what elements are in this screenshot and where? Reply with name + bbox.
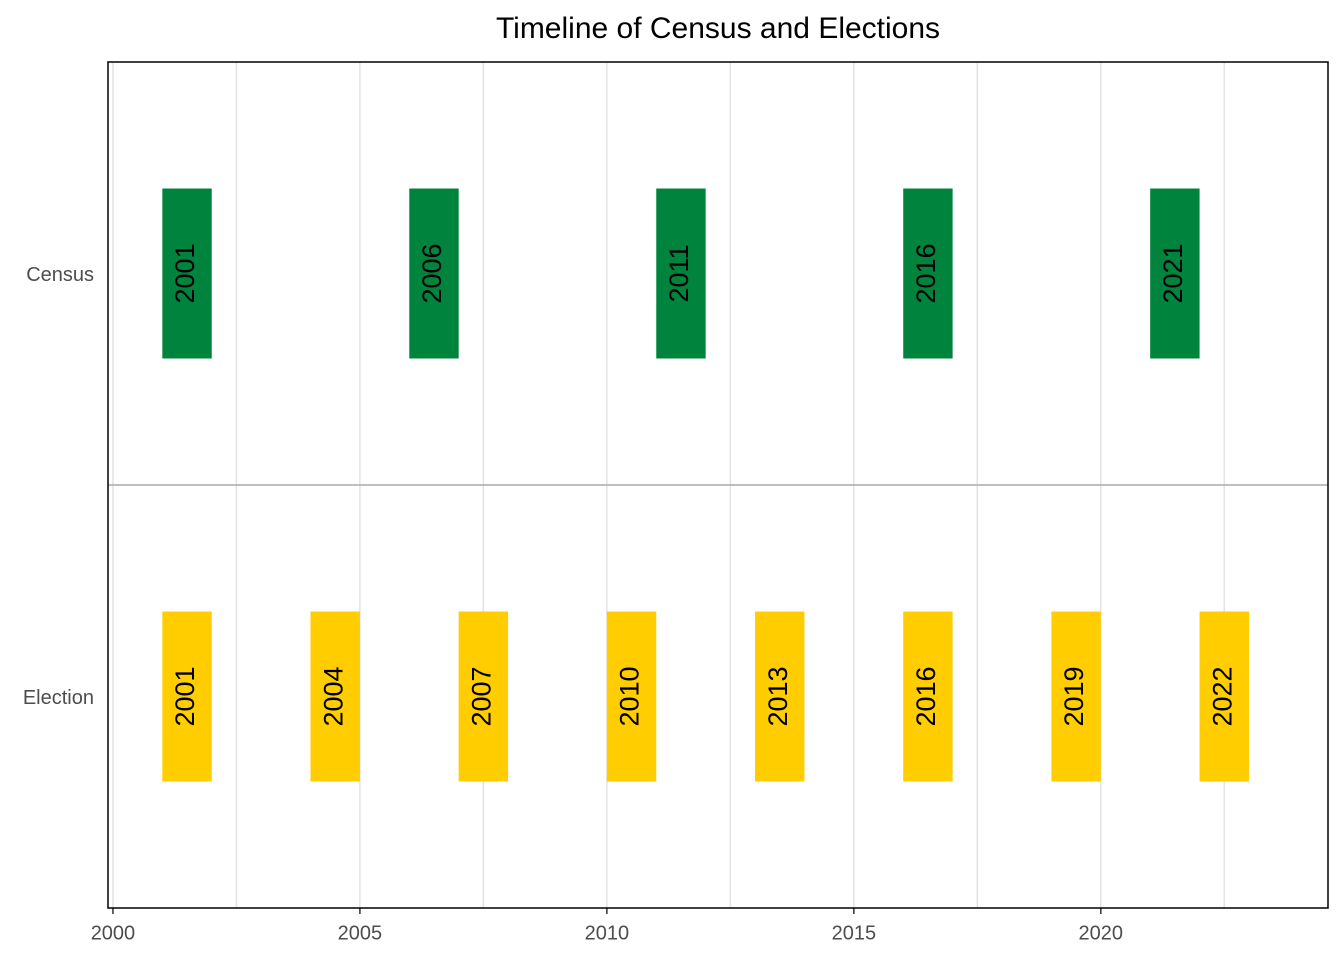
event-bar [903, 188, 953, 359]
x-tick-label: 2020 [1079, 922, 1124, 944]
event-bar [162, 611, 212, 782]
plot-border [107, 61, 1329, 909]
event-label: 2016 [911, 666, 941, 726]
event-bar [310, 611, 360, 782]
event-label: 2019 [1059, 666, 1089, 726]
x-tick-label: 2010 [585, 922, 630, 944]
event-bar [1051, 611, 1101, 782]
event-label: 2004 [318, 666, 348, 726]
event-label: 2010 [615, 666, 645, 726]
y-tick-label: Census [26, 264, 94, 286]
event-label: 2011 [664, 244, 694, 302]
event-label: 2001 [170, 666, 200, 726]
event-label: 2001 [170, 243, 200, 303]
x-tick-label: 2015 [832, 922, 877, 944]
event-label: 2006 [417, 243, 447, 303]
event-bar [606, 611, 657, 782]
event-label: 2021 [1158, 243, 1188, 303]
event-bar [755, 611, 805, 782]
event-bar [903, 611, 953, 782]
event-label: 2007 [467, 666, 497, 726]
event-bar [1199, 611, 1249, 782]
event-label: 2013 [763, 666, 793, 726]
y-tick-label: Election [23, 687, 94, 709]
chart-title: Timeline of Census and Elections [496, 12, 940, 45]
x-tick-label: 2005 [338, 922, 383, 944]
event-label: 2016 [911, 243, 941, 303]
event-bar [656, 188, 706, 359]
x-tick-label: 2000 [91, 922, 136, 944]
event-bar [1150, 188, 1200, 359]
event-bar [409, 188, 459, 359]
event-label: 2022 [1207, 666, 1237, 726]
event-bar [162, 188, 212, 359]
event-bar [458, 611, 509, 782]
